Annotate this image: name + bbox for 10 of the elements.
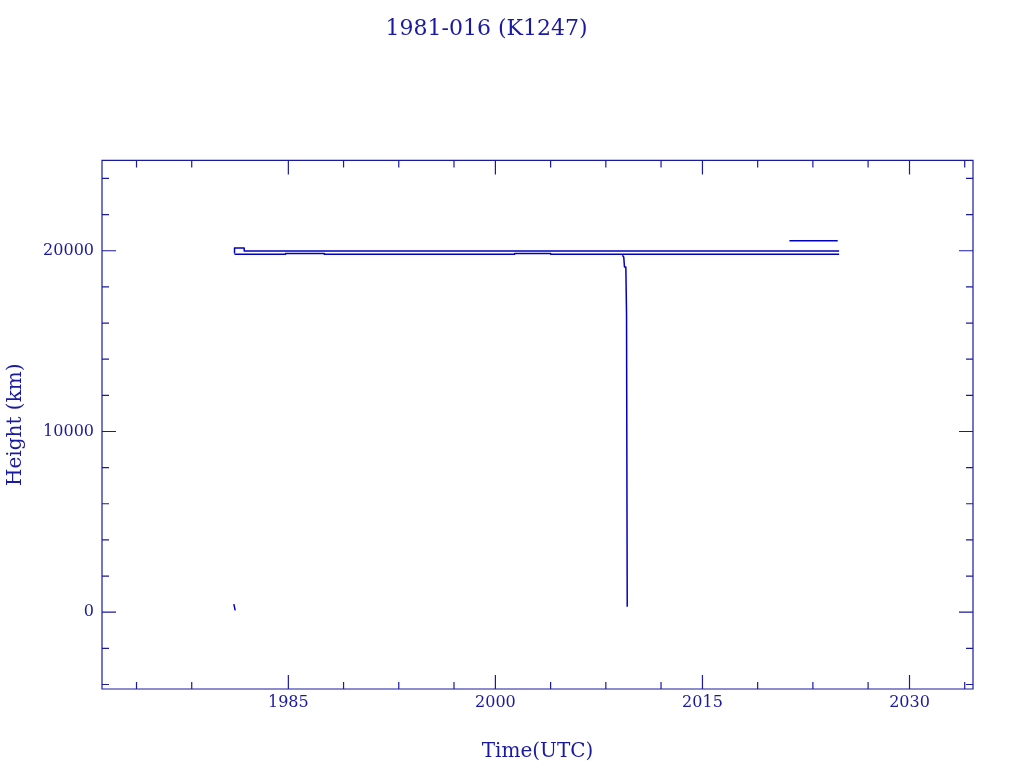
chart-title: 1981-016 (K1247) bbox=[385, 14, 588, 40]
x-tick-label: 1985 bbox=[267, 691, 309, 711]
x-tick-label: 2030 bbox=[889, 691, 930, 711]
y-axis-title: Height (km) bbox=[2, 363, 27, 486]
x-tick-label: 2000 bbox=[475, 691, 516, 711]
y-tick-label: 0 bbox=[83, 601, 94, 621]
x-tick-label: 2015 bbox=[682, 691, 723, 711]
y-tick-label: 10000 bbox=[43, 420, 94, 440]
x-axis-title: Time(UTC) bbox=[481, 738, 594, 763]
y-tick-label: 20000 bbox=[43, 239, 94, 259]
